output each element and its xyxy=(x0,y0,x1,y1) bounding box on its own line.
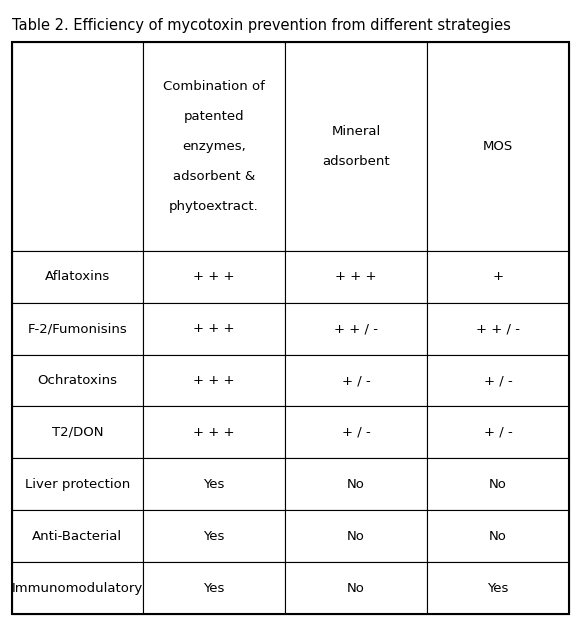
Bar xyxy=(285,251,427,303)
Text: No: No xyxy=(489,530,507,543)
Bar xyxy=(427,459,569,510)
Bar xyxy=(143,510,285,562)
Text: Yes: Yes xyxy=(203,478,225,491)
Text: MOS: MOS xyxy=(483,140,513,153)
Bar xyxy=(12,562,143,614)
Text: Liver protection: Liver protection xyxy=(25,478,130,491)
Bar xyxy=(143,355,285,406)
Bar xyxy=(143,562,285,614)
Text: Aflatoxins: Aflatoxins xyxy=(45,270,110,283)
Text: + + +: + + + xyxy=(193,374,235,387)
Bar xyxy=(143,42,285,251)
Bar xyxy=(143,406,285,459)
Bar xyxy=(285,303,427,355)
Bar xyxy=(285,459,427,510)
Text: +: + xyxy=(493,270,504,283)
Text: Yes: Yes xyxy=(203,582,225,594)
Text: T2/DON: T2/DON xyxy=(52,426,103,439)
Text: Anti-Bacterial: Anti-Bacterial xyxy=(33,530,123,543)
Text: + + +: + + + xyxy=(193,426,235,439)
Bar xyxy=(12,303,143,355)
Bar xyxy=(427,406,569,459)
Bar xyxy=(12,510,143,562)
Bar xyxy=(12,459,143,510)
Bar xyxy=(285,406,427,459)
Bar xyxy=(427,303,569,355)
Text: F-2/Fumonisins: F-2/Fumonisins xyxy=(27,322,127,335)
Text: Yes: Yes xyxy=(487,582,509,594)
Text: + + +: + + + xyxy=(193,322,235,335)
Text: Yes: Yes xyxy=(203,530,225,543)
Bar xyxy=(427,510,569,562)
Bar xyxy=(285,42,427,251)
Bar xyxy=(427,355,569,406)
Text: + / -: + / - xyxy=(483,426,512,439)
Bar xyxy=(427,42,569,251)
Text: No: No xyxy=(347,530,365,543)
Bar xyxy=(285,562,427,614)
Text: Ochratoxins: Ochratoxins xyxy=(37,374,117,387)
Bar xyxy=(12,355,143,406)
Bar xyxy=(12,406,143,459)
Text: + / -: + / - xyxy=(342,374,370,387)
Text: + + / -: + + / - xyxy=(334,322,378,335)
Text: Table 2. Efficiency of mycotoxin prevention from different strategies: Table 2. Efficiency of mycotoxin prevent… xyxy=(12,18,511,33)
Bar xyxy=(285,510,427,562)
Text: Mineral

adsorbent: Mineral adsorbent xyxy=(322,125,390,168)
Text: + / -: + / - xyxy=(342,426,370,439)
Text: Immunomodulatory: Immunomodulatory xyxy=(12,582,143,594)
Bar xyxy=(12,42,143,251)
Text: + + +: + + + xyxy=(335,270,376,283)
Text: Combination of

patented

enzymes,

adsorbent &

phytoextract.: Combination of patented enzymes, adsorbe… xyxy=(163,80,265,213)
Bar xyxy=(427,562,569,614)
Text: + + / -: + + / - xyxy=(476,322,520,335)
Text: + / -: + / - xyxy=(483,374,512,387)
Text: No: No xyxy=(347,582,365,594)
Text: No: No xyxy=(347,478,365,491)
Text: + + +: + + + xyxy=(193,270,235,283)
Bar xyxy=(12,251,143,303)
Bar xyxy=(143,303,285,355)
Bar xyxy=(427,251,569,303)
Bar xyxy=(285,355,427,406)
Bar xyxy=(143,459,285,510)
Text: No: No xyxy=(489,478,507,491)
Bar xyxy=(143,251,285,303)
